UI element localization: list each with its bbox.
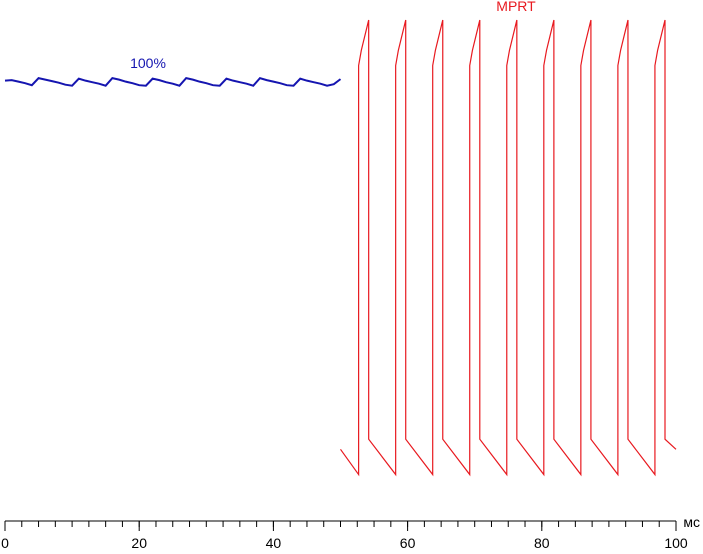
x-axis-label: мс — [683, 514, 700, 530]
x-tick-label: 20 — [131, 535, 147, 549]
series-label: MPRT — [496, 0, 536, 14]
x-tick-label: 100 — [664, 535, 688, 549]
x-tick-label: 0 — [1, 535, 9, 549]
x-tick-label: 80 — [534, 535, 550, 549]
series-line — [340, 19, 677, 477]
series-label: 100% — [130, 55, 166, 71]
x-tick-label: 40 — [266, 535, 282, 549]
x-tick-label: 60 — [400, 535, 416, 549]
series-line — [4, 76, 342, 87]
